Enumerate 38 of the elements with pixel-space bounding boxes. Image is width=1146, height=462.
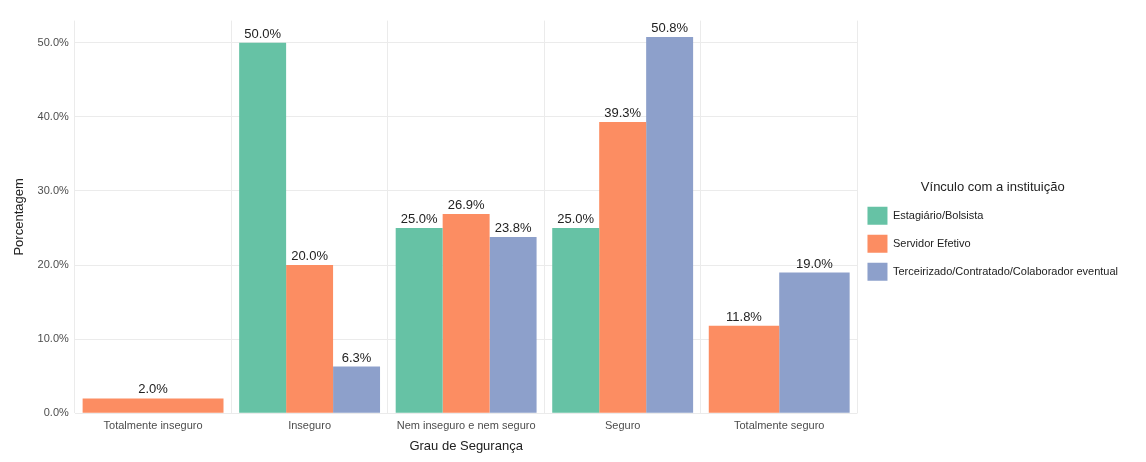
bar bbox=[239, 42, 287, 413]
data-label: 50.0% bbox=[244, 25, 282, 41]
legend-label: Estagiário/Bolsista bbox=[892, 208, 985, 221]
bar bbox=[333, 366, 381, 413]
x-tick-label: Totalmente seguro bbox=[733, 418, 825, 431]
data-label: 20.0% bbox=[291, 248, 329, 264]
data-label: 25.0% bbox=[557, 211, 595, 227]
bar bbox=[646, 36, 694, 413]
y-tick-label: 50.0% bbox=[37, 35, 69, 48]
x-axis-title: Grau de Segurança bbox=[409, 437, 524, 453]
bar bbox=[395, 228, 443, 413]
y-tick-label: 20.0% bbox=[37, 258, 69, 271]
data-label: 39.3% bbox=[604, 105, 642, 121]
data-label: 50.8% bbox=[651, 19, 689, 35]
bar bbox=[286, 265, 334, 413]
data-label: 23.8% bbox=[494, 219, 532, 235]
legend-label: Servidor Efetivo bbox=[892, 236, 971, 249]
bar bbox=[552, 228, 600, 413]
bar bbox=[442, 213, 490, 413]
data-label: 19.0% bbox=[795, 255, 834, 271]
data-label: 25.0% bbox=[400, 211, 439, 227]
data-label: 6.3% bbox=[341, 349, 372, 365]
data-label: 2.0% bbox=[138, 381, 169, 397]
bar bbox=[489, 236, 537, 413]
y-tick-label: 40.0% bbox=[37, 109, 69, 122]
y-tick-label: 10.0% bbox=[37, 332, 69, 345]
x-tick-label: Totalmente inseguro bbox=[103, 418, 203, 431]
data-label: 11.8% bbox=[726, 308, 763, 324]
x-tick-label: Inseguro bbox=[288, 418, 331, 431]
y-tick-label: 0.0% bbox=[43, 406, 69, 419]
bar bbox=[599, 122, 647, 413]
x-tick-label: Seguro bbox=[604, 418, 641, 431]
data-label: 26.9% bbox=[447, 197, 485, 213]
legend-title: Vínculo com a instituição bbox=[920, 179, 1065, 195]
y-tick-label: 30.0% bbox=[37, 184, 69, 196]
x-tick-label: Nem inseguro e nem seguro bbox=[396, 418, 536, 431]
y-axis-title: Porcentagem bbox=[11, 178, 27, 256]
legend-label: Terceirizado/Contratado/Colaborador eventual bbox=[892, 264, 1119, 277]
